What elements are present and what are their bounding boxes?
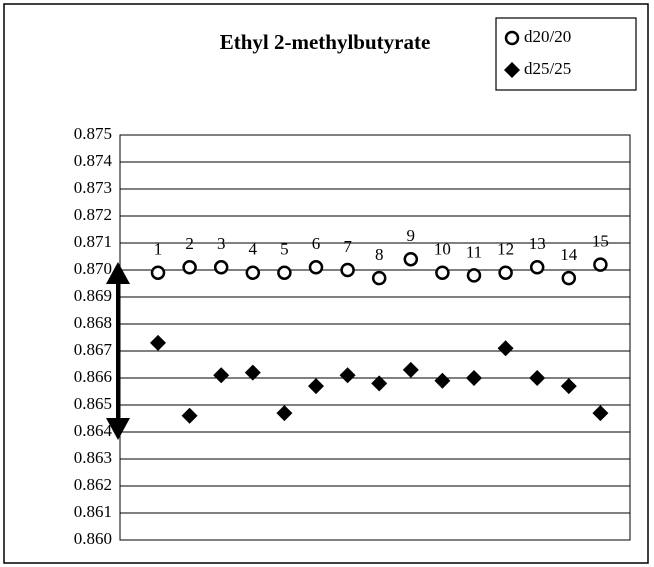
point: [592, 405, 609, 422]
point: [504, 62, 520, 78]
point-label: 13: [529, 234, 546, 253]
point: [213, 260, 229, 275]
point: [339, 367, 356, 384]
y-tick-label: 0.872: [74, 205, 112, 224]
point: [435, 265, 450, 280]
point-label: 2: [185, 234, 194, 253]
point: [403, 251, 419, 267]
arrow-head: [106, 418, 130, 440]
point-label: 4: [249, 240, 258, 259]
y-tick-label: 0.865: [74, 394, 112, 413]
point: [213, 367, 230, 384]
point: [498, 265, 513, 280]
y-tick-label: 0.862: [74, 475, 112, 494]
y-tick-label: 0.860: [74, 529, 112, 548]
y-tick-label: 0.863: [74, 448, 112, 467]
point: [308, 378, 324, 395]
point: [561, 270, 577, 286]
point: [244, 364, 261, 381]
point: [340, 262, 355, 278]
y-tick-label: 0.867: [74, 340, 113, 359]
y-tick-label: 0.869: [74, 286, 112, 305]
chart-title: Ethyl 2-methylbutyrate: [220, 30, 431, 54]
point-label: 12: [497, 240, 514, 259]
point: [308, 260, 324, 275]
y-tick-label: 0.875: [74, 124, 112, 143]
point: [150, 265, 166, 280]
y-tick-label: 0.870: [74, 259, 112, 278]
y-tick-label: 0.866: [74, 367, 112, 386]
y-tick-label: 0.868: [74, 313, 112, 332]
legend: [495, 17, 637, 91]
point: [529, 370, 546, 386]
point: [402, 361, 419, 378]
point: [181, 407, 198, 424]
point-label: 14: [560, 245, 578, 264]
point-label: 1: [154, 240, 163, 259]
point: [497, 340, 514, 357]
point: [182, 260, 197, 275]
point: [434, 372, 451, 389]
y-tick-label: 0.873: [74, 178, 112, 197]
point-label: 3: [217, 234, 226, 253]
y-tick-label: 0.871: [74, 232, 112, 251]
point: [277, 265, 292, 280]
point-label: 7: [343, 237, 352, 256]
legend-label: d25/25: [524, 59, 571, 78]
y-tick-label: 0.861: [74, 502, 112, 521]
point-label: 8: [375, 245, 384, 264]
point-label: 9: [407, 226, 416, 245]
point-label: 6: [312, 234, 321, 253]
point-label: 15: [592, 232, 609, 251]
y-tick-label: 0.874: [74, 151, 113, 170]
point: [276, 405, 293, 422]
point: [593, 257, 608, 272]
point: [245, 265, 261, 280]
point: [529, 260, 545, 275]
point: [150, 334, 166, 351]
y-tick-label: 0.864: [74, 421, 113, 440]
legend-label: d20/20: [524, 27, 571, 46]
point: [504, 30, 520, 46]
arrow-head: [106, 262, 130, 284]
point: [466, 268, 482, 283]
point: [560, 378, 577, 395]
point-label: 10: [434, 240, 451, 259]
point: [371, 270, 387, 286]
point-label: 11: [466, 242, 482, 261]
point: [466, 370, 482, 386]
point: [371, 375, 388, 392]
point-label: 5: [280, 240, 289, 259]
